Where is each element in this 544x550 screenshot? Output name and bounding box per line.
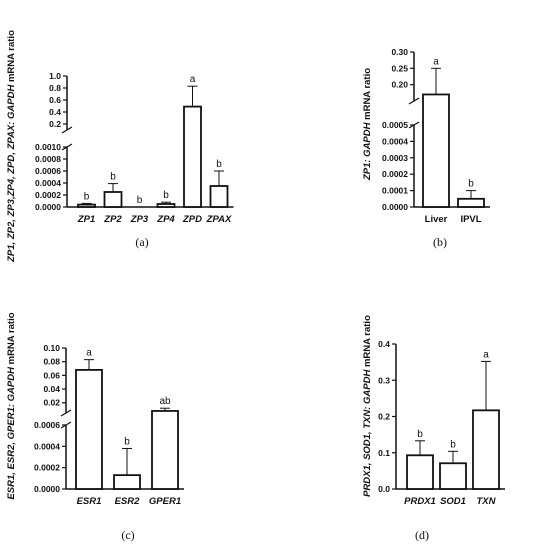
panel-label: (d)	[415, 528, 429, 542]
y-tick-label: 0.0008	[35, 154, 61, 164]
x-category-label: ZP1	[77, 214, 95, 225]
significance-label: ab	[159, 396, 171, 407]
bar-IPVL	[457, 197, 485, 208]
y-tick-label: 0.6	[49, 95, 61, 105]
chart-panel-c: 0.0000 0.0002 0.0004 0.0006 0.02 0.04 0.06 0.08…	[6, 312, 184, 542]
y-tick-label: 0.2	[378, 412, 390, 422]
y-tick-label: 1.0	[49, 71, 61, 81]
x-category-label: ZPD	[182, 214, 202, 225]
x-category-label: ZP4	[156, 214, 175, 225]
y-tick-label: 0.0000	[35, 202, 61, 212]
bar-SOD1	[439, 462, 467, 490]
y-tick-label: 0.0002	[35, 190, 61, 200]
significance-label: b	[84, 191, 90, 202]
y-tick-label: 0.0004	[382, 136, 408, 146]
y-tick-label: 0.25	[391, 63, 408, 73]
y-axis-label-part: ESR1, ESR2, GPER1: GAPDH	[6, 366, 17, 500]
x-category-label: ZPAX	[206, 214, 232, 225]
y-tick-label: 0.0006	[34, 420, 60, 430]
y-tick-label: 0.3	[378, 375, 390, 385]
y-tick-label: 0.20	[391, 80, 408, 90]
y-tick-label: 0.4	[49, 107, 61, 117]
x-category-label: ESR2	[115, 496, 141, 507]
panel-label: (a)	[135, 235, 148, 249]
y-axis-label: PRDX1, SOD1, TXN: GAPDH mRNA ratio	[362, 315, 373, 497]
y-axis-label-part: ZP1, ZP2, ZP3,ZP4, ZPD, ZPAX: GAPDH	[6, 84, 17, 263]
axis-break-mark	[60, 409, 72, 417]
y-tick-label: 0.08	[43, 357, 60, 367]
y-tick-label: 0.30	[391, 47, 408, 57]
y-tick-label: 0.0000	[34, 484, 60, 494]
x-category-label: IPVL	[460, 214, 481, 225]
bar-TXN	[472, 409, 500, 490]
y-tick-label: 0.0	[378, 484, 390, 494]
y-axis-label-part: mRNA ratio	[362, 315, 373, 370]
significance-label: b	[468, 179, 474, 190]
x-category-label: Liver	[425, 214, 448, 225]
significance-label: b	[216, 159, 222, 170]
y-axis-label-part: ZP1: GAPDH	[362, 121, 373, 181]
axis-break-mark	[408, 97, 420, 105]
chart-panel-b: 0.0000 0.0001 0.0002 0.0003 0.0004 0.0005 0.20…	[362, 47, 490, 249]
y-axis-label-part: mRNA ratio	[6, 312, 17, 367]
y-axis-label: ZP1, ZP2, ZP3,ZP4, ZPD, ZPAX: GAPDH mRNA…	[6, 30, 17, 263]
bar-PRDX1	[406, 454, 434, 490]
bar-ZPAX	[209, 185, 229, 208]
y-tick-label: 0.0000	[382, 202, 408, 212]
x-category-label: TXN	[477, 496, 497, 507]
bar-ZPD	[183, 105, 202, 208]
y-tick-label: 0.2	[49, 119, 61, 129]
panel-label: (c)	[121, 528, 134, 542]
y-tick-label: 0.0004	[35, 178, 61, 188]
y-tick-label: 0.8	[49, 83, 61, 93]
chart-panel-d: 0.0 0.1 0.2 0.3 0.4 b PRDX1 b SOD1 a TXN PRDX1, SOD…	[362, 315, 505, 542]
bar-GPER1	[151, 410, 179, 490]
y-tick-label: 0.4	[378, 339, 390, 349]
y-tick-label: 0.0003	[382, 153, 408, 163]
x-category-label: ZP2	[103, 214, 122, 225]
bar-ZP4	[156, 203, 176, 208]
x-category-label: PRDX1	[404, 496, 436, 507]
chart-panel-a: 0.0000 0.0002 0.0004 0.0006 0.0008 0.0010 0.2 0…	[6, 30, 234, 263]
x-category-label: ZP3	[130, 214, 149, 225]
bar-ESR2	[113, 474, 141, 490]
y-tick-label: 0.0005	[382, 120, 408, 130]
significance-label: a	[433, 56, 439, 67]
axis-break-mark	[61, 126, 73, 134]
y-tick-label: 0.0004	[34, 441, 60, 451]
bar-Liver	[422, 93, 450, 208]
y-axis-label-part: mRNA ratio	[362, 68, 373, 123]
y-axis-label: ESR1, ESR2, GPER1: GAPDH mRNA ratio	[6, 312, 17, 499]
y-tick-label: 0.0002	[382, 169, 408, 179]
x-category-label: GPER1	[149, 496, 181, 507]
bar-ZP2	[103, 191, 123, 208]
y-tick-label: 0.0001	[382, 186, 408, 196]
significance-label: a	[483, 349, 489, 360]
y-tick-label: 0.06	[43, 370, 60, 380]
significance-label: b	[137, 195, 143, 206]
significance-label: b	[163, 190, 169, 201]
significance-label: a	[86, 348, 92, 359]
x-category-label: SOD1	[440, 496, 466, 507]
significance-label: b	[417, 429, 423, 440]
y-axis-label-part: PRDX1, SOD1, TXN: GAPDH	[362, 369, 373, 497]
significance-label: b	[450, 439, 456, 450]
significance-label: a	[190, 74, 196, 85]
significance-label: b	[110, 172, 116, 183]
y-tick-label: 0.04	[43, 384, 60, 394]
panel-label: (b)	[433, 235, 447, 249]
y-tick-label: 0.0002	[34, 463, 60, 473]
y-axis-label-part: mRNA ratio	[6, 30, 17, 85]
bar-ZP1	[77, 203, 96, 208]
bar-ESR1	[75, 368, 103, 490]
significance-label: b	[124, 436, 130, 447]
y-tick-label: 0.0006	[35, 166, 61, 176]
y-axis-label: ZP1: GAPDH mRNA ratio	[362, 68, 373, 181]
x-category-label: ESR1	[77, 496, 102, 507]
y-tick-label: 0.10	[43, 343, 60, 353]
y-tick-label: 0.02	[43, 398, 60, 408]
y-tick-label: 0.1	[378, 448, 390, 458]
y-tick-label: 0.0010	[35, 142, 61, 152]
